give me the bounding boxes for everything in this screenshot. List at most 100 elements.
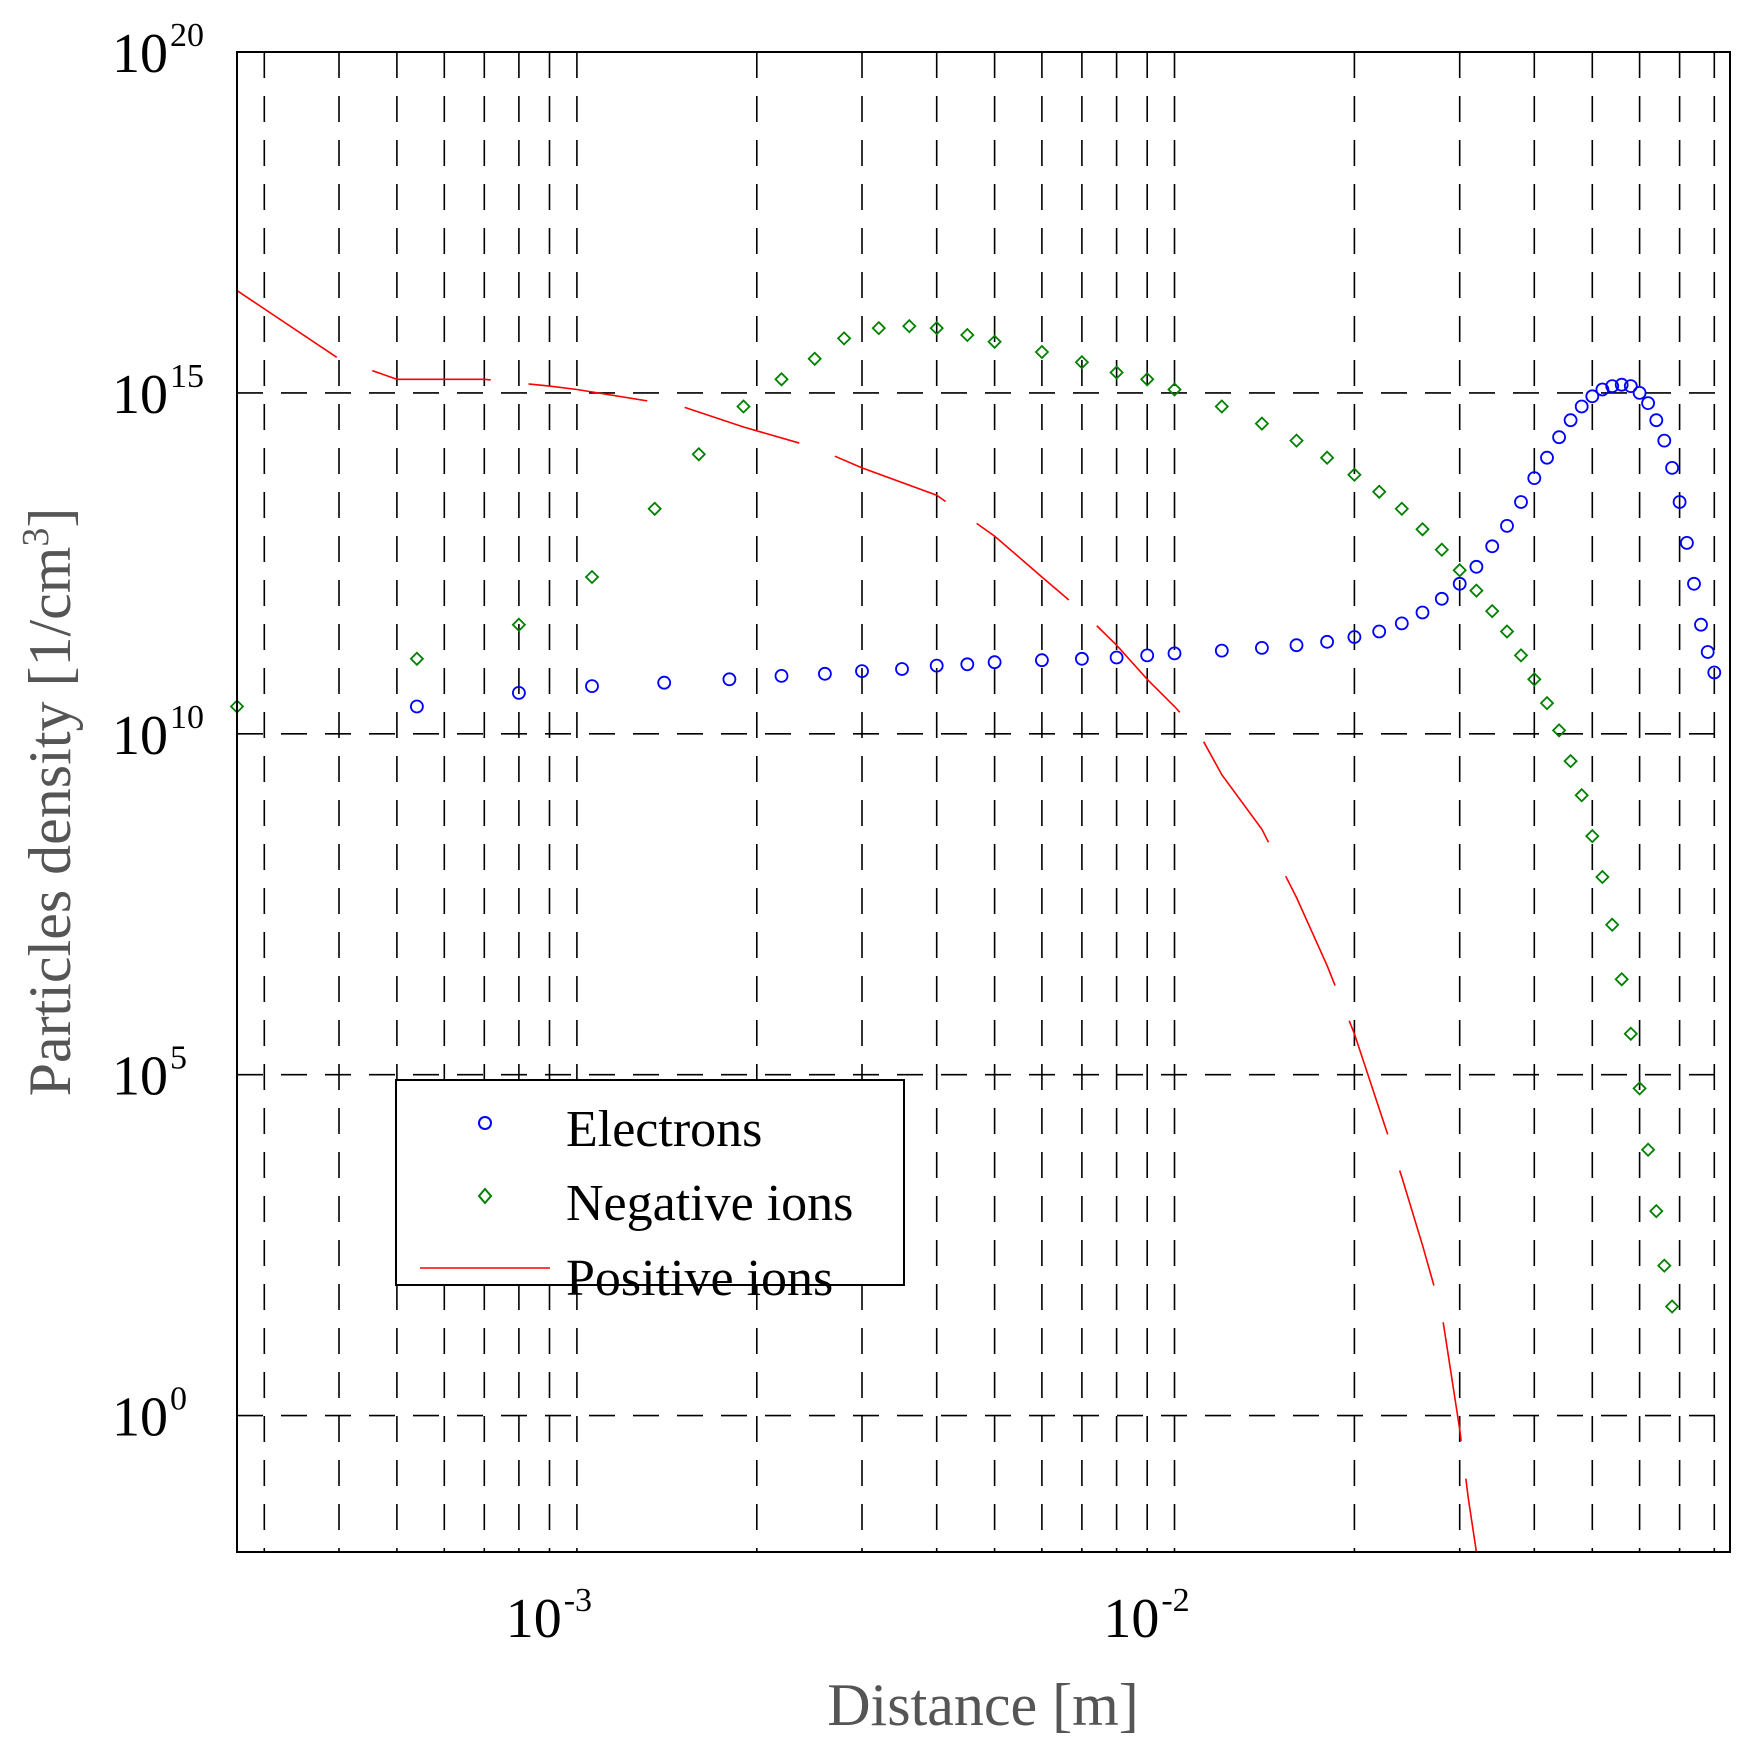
y-tick-label: 105 — [112, 1040, 187, 1108]
y-tick-base: 10 — [112, 364, 168, 426]
x-tick-exponent: -3 — [564, 1582, 592, 1619]
electron-point — [1632, 385, 1647, 400]
negative-ion-point — [774, 372, 789, 387]
electron-point — [895, 662, 909, 676]
electron-point — [1214, 643, 1229, 658]
y-tick-base: 10 — [112, 1387, 168, 1449]
electron-point — [1394, 616, 1409, 631]
negative-ion-point — [1527, 672, 1542, 687]
negative-ion-point — [1499, 624, 1515, 639]
electron-point — [1680, 536, 1694, 550]
x-tick-label: 10-2 — [1103, 1582, 1189, 1650]
y-tick-base: 10 — [112, 705, 168, 767]
y-tick-label: 1010 — [112, 699, 204, 767]
electron-point — [1109, 650, 1124, 665]
electron-point — [409, 699, 424, 714]
electron-point — [1672, 495, 1687, 509]
electron-point — [1585, 389, 1600, 404]
y-axis-title-sup: 3 — [15, 528, 57, 547]
electron-point — [1140, 648, 1155, 663]
negative-ion-point — [1074, 354, 1090, 370]
negative-ion-point — [409, 651, 425, 667]
negative-ion-point — [1139, 372, 1155, 387]
electron-point — [774, 669, 789, 683]
negative-ion-point — [691, 447, 707, 462]
negative-ion-point — [1664, 1299, 1680, 1314]
y-tick-label: 1015 — [112, 358, 204, 426]
electron-point — [657, 675, 672, 690]
negative-ion-point — [1415, 522, 1430, 537]
x-tick-exponent: -2 — [1161, 1582, 1189, 1619]
y-axis-title-end: ] — [17, 508, 83, 528]
electron-point — [1540, 450, 1554, 465]
electron-point — [1469, 559, 1484, 574]
negative-ion-point — [1167, 382, 1182, 397]
negative-ion-point — [1623, 1026, 1639, 1042]
grid — [237, 52, 1730, 1552]
y-axis-title-main: Particles density [1/cm — [17, 547, 83, 1097]
electron-point — [1552, 430, 1566, 445]
y-tick-exponent: 0 — [170, 1381, 187, 1418]
negative-ion-point — [1034, 344, 1050, 360]
legend-marker-electrons — [478, 1116, 492, 1130]
negative-ion-point — [871, 320, 887, 336]
electron-point — [1595, 382, 1610, 397]
electron-point — [929, 658, 944, 673]
electron-point — [1707, 665, 1722, 680]
negative-ion-point — [736, 399, 751, 414]
electron-point — [1687, 576, 1701, 591]
electron-point — [1452, 576, 1467, 591]
negative-ion-point — [1289, 433, 1304, 448]
negative-ion-point — [902, 318, 917, 334]
negative-ion-point — [1319, 450, 1335, 465]
negative-ion-point — [807, 351, 822, 367]
electron-point — [1434, 591, 1449, 606]
electron-point — [1372, 624, 1387, 639]
negative-ion-point — [1574, 787, 1589, 803]
y-tick-exponent: 20 — [170, 17, 204, 54]
electron-point — [1574, 399, 1589, 414]
x-tick-base: 10 — [506, 1588, 562, 1650]
negative-ion-point — [1394, 501, 1410, 517]
legend-box — [395, 1079, 905, 1286]
negative-ion-point — [584, 569, 600, 585]
legend-marker-negative-ions — [477, 1187, 493, 1205]
electron-point — [1075, 651, 1089, 666]
negative-ion-point — [1371, 484, 1387, 500]
electron-point — [1623, 379, 1638, 394]
electron-point — [1700, 645, 1715, 659]
negative-ion-point — [1484, 603, 1500, 619]
negative-ion-point — [929, 320, 944, 336]
negative-ion-point — [1640, 1142, 1656, 1157]
x-tick-base: 10 — [1103, 1588, 1159, 1650]
electron-point — [1289, 638, 1304, 653]
negative-ion-point — [1657, 1258, 1672, 1273]
negative-ion-point — [1469, 583, 1484, 598]
electron-point — [1347, 630, 1362, 644]
electron-point — [1035, 653, 1049, 668]
electron-point — [1657, 433, 1672, 448]
negative-ion-point — [1563, 753, 1578, 769]
legend-label-negative-ions: Negative ions — [566, 1175, 853, 1232]
legend-label-positive-ions: Positive ions — [566, 1250, 833, 1307]
legend-label-electrons: Electrons — [566, 1101, 762, 1158]
electron-point — [1167, 646, 1182, 661]
negative-ion-point — [1595, 869, 1610, 885]
negative-ion-point — [1109, 365, 1124, 380]
y-tick-base: 10 — [112, 23, 168, 85]
negative-ion-point — [987, 334, 1002, 350]
negative-ion-point — [1604, 917, 1620, 932]
negative-ion-point — [647, 501, 662, 517]
y-tick-exponent: 15 — [170, 358, 204, 395]
electron-point — [1641, 396, 1655, 411]
y-tick-label: 100 — [112, 1381, 187, 1449]
electron-point — [818, 666, 832, 681]
x-tick-label: 10-3 — [506, 1582, 592, 1650]
electron-point — [512, 686, 526, 700]
electron-point — [1605, 379, 1620, 394]
series-negative-ions — [229, 318, 1680, 1314]
electron-point — [1563, 413, 1578, 428]
plot-frame — [236, 51, 1731, 1553]
